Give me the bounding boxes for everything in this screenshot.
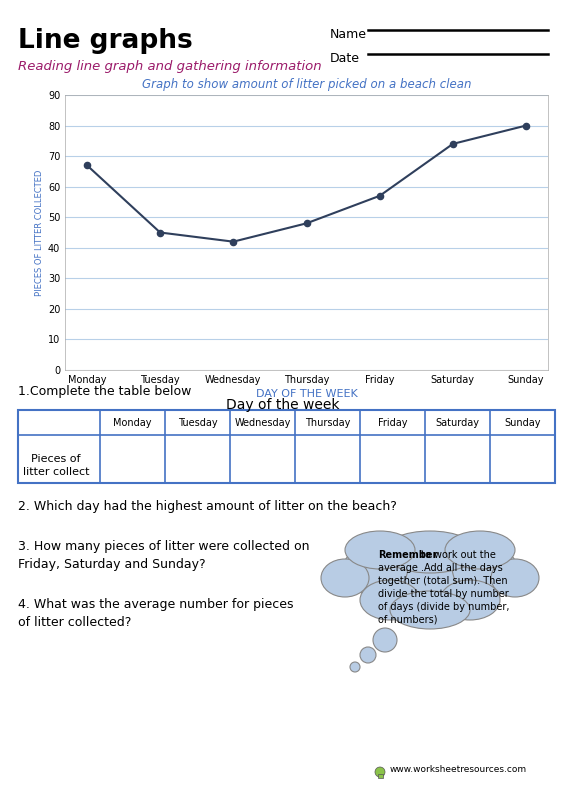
Text: 2. Which day had the highest amount of litter on the beach?: 2. Which day had the highest amount of l… bbox=[18, 500, 397, 513]
Text: Sunday: Sunday bbox=[504, 418, 541, 427]
Text: Monday: Monday bbox=[113, 418, 152, 427]
Text: Pieces of: Pieces of bbox=[31, 454, 81, 464]
Text: Date: Date bbox=[330, 52, 360, 65]
Ellipse shape bbox=[445, 531, 515, 569]
Ellipse shape bbox=[345, 531, 415, 569]
Point bbox=[156, 226, 165, 239]
Text: divide the total by number: divide the total by number bbox=[378, 589, 509, 599]
Bar bbox=[378, 774, 383, 778]
Text: Friday: Friday bbox=[378, 418, 408, 427]
Y-axis label: PIECES OF LITTER COLLECTED: PIECES OF LITTER COLLECTED bbox=[35, 170, 44, 296]
Text: Friday, Saturday and Sunday?: Friday, Saturday and Sunday? bbox=[18, 558, 205, 571]
Text: Wednesday: Wednesday bbox=[234, 418, 291, 427]
Ellipse shape bbox=[390, 591, 470, 629]
Text: 3. How many pieces of litter were collected on: 3. How many pieces of litter were collec… bbox=[18, 540, 310, 553]
Circle shape bbox=[375, 767, 385, 777]
Circle shape bbox=[373, 628, 397, 652]
Text: of days (divide by number,: of days (divide by number, bbox=[378, 602, 509, 612]
Text: average .Add all the days: average .Add all the days bbox=[378, 563, 503, 573]
Text: to work out the: to work out the bbox=[418, 550, 496, 560]
Ellipse shape bbox=[372, 549, 487, 621]
Text: www.worksheetresources.com: www.worksheetresources.com bbox=[390, 766, 527, 774]
Ellipse shape bbox=[452, 545, 517, 595]
Point bbox=[375, 190, 384, 202]
Text: Remember: Remember bbox=[378, 550, 438, 560]
Point bbox=[302, 217, 311, 230]
Ellipse shape bbox=[440, 580, 500, 620]
Text: of numbers): of numbers) bbox=[378, 615, 438, 625]
Text: litter collect: litter collect bbox=[23, 467, 89, 477]
Point bbox=[83, 159, 92, 172]
Ellipse shape bbox=[383, 531, 478, 573]
X-axis label: DAY OF THE WEEK: DAY OF THE WEEK bbox=[256, 389, 357, 399]
Text: Reading line graph and gathering information: Reading line graph and gathering informa… bbox=[18, 60, 321, 73]
Text: together (total sum). Then: together (total sum). Then bbox=[378, 576, 508, 586]
Text: 4. What was the average number for pieces: 4. What was the average number for piece… bbox=[18, 598, 294, 611]
Ellipse shape bbox=[342, 545, 408, 595]
Text: of litter collected?: of litter collected? bbox=[18, 616, 131, 629]
Text: Day of the week: Day of the week bbox=[226, 398, 340, 412]
Bar bbox=[18, 410, 555, 483]
Circle shape bbox=[350, 662, 360, 672]
Text: Name: Name bbox=[330, 28, 367, 41]
Point bbox=[448, 138, 457, 150]
Ellipse shape bbox=[321, 559, 369, 597]
Text: Line graphs: Line graphs bbox=[18, 28, 193, 54]
Ellipse shape bbox=[491, 559, 539, 597]
Text: Saturday: Saturday bbox=[435, 418, 479, 427]
Text: Tuesday: Tuesday bbox=[178, 418, 217, 427]
Point bbox=[229, 235, 238, 248]
Text: Thursday: Thursday bbox=[305, 418, 350, 427]
Point bbox=[521, 119, 530, 132]
Title: Graph to show amount of litter picked on a beach clean: Graph to show amount of litter picked on… bbox=[142, 78, 471, 91]
Circle shape bbox=[360, 647, 376, 663]
Text: 1.Complete the table below: 1.Complete the table below bbox=[18, 385, 191, 398]
Ellipse shape bbox=[360, 580, 420, 620]
